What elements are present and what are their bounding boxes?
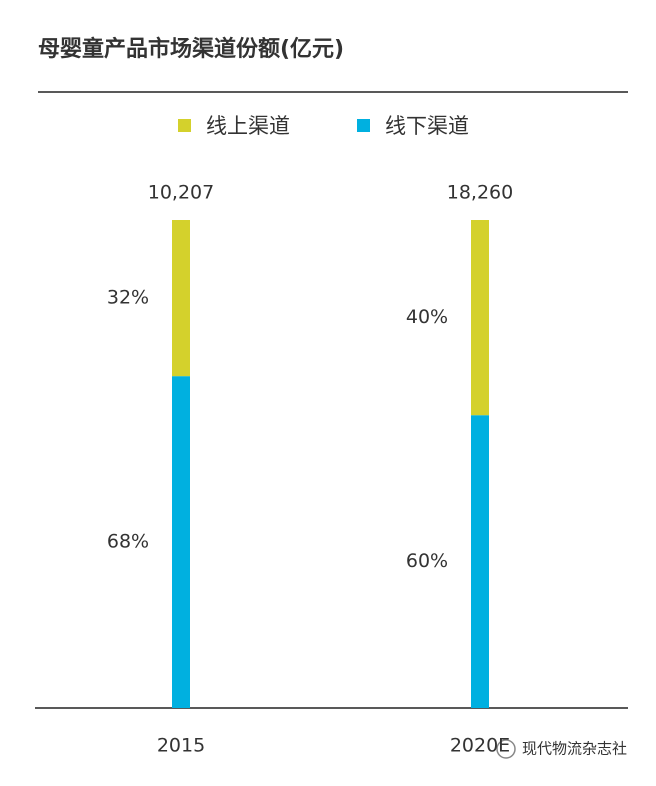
legend-swatch (178, 119, 191, 132)
legend-label: 线下渠道 (385, 114, 469, 138)
legend-swatch (357, 119, 370, 132)
chart-title: 母婴童产品市场渠道份额(亿元) (38, 36, 344, 62)
x-tick-label: 2020E (450, 735, 510, 757)
value-label: 40% (406, 306, 448, 328)
legend-label: 线上渠道 (206, 114, 290, 138)
value-label: 60% (406, 550, 448, 572)
total-label: 10,207 (148, 182, 214, 204)
bar-segment (172, 220, 190, 377)
value-label: 68% (107, 531, 149, 553)
bar-segment (172, 376, 190, 708)
value-label: 32% (107, 287, 149, 309)
total-label: 18,260 (447, 182, 513, 204)
bar-segment (471, 220, 489, 416)
watermark-text: 现代物流杂志社 (522, 740, 627, 758)
bar-segment (471, 415, 489, 708)
x-tick-label: 2015 (157, 735, 205, 757)
watermark-icon (496, 739, 516, 759)
watermark: 现代物流杂志社 (496, 739, 627, 759)
